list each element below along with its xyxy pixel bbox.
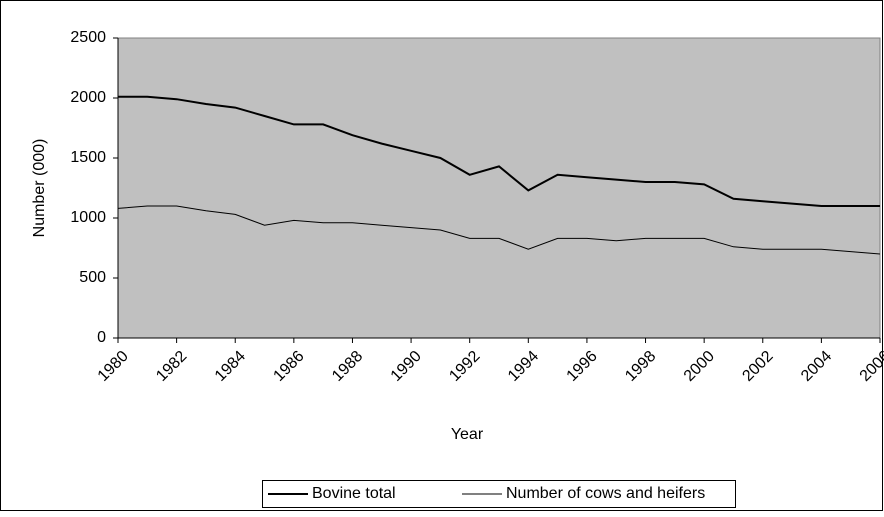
x-axis-label: Year <box>451 426 484 443</box>
y-tick-label: 1500 <box>70 149 106 166</box>
y-axis-label: Number (000) <box>31 139 48 238</box>
y-tick-label: 1000 <box>70 209 106 226</box>
data-line <box>117 205 881 255</box>
legend-label: Number of cows and heifers <box>506 485 705 502</box>
y-tick-label: 500 <box>79 269 106 286</box>
plot-area <box>117 37 881 339</box>
data-line <box>118 95 880 207</box>
y-tick-label: 0 <box>97 329 106 346</box>
y-tick-label: 2000 <box>70 89 106 106</box>
legend-label: Bovine total <box>312 485 396 502</box>
y-tick-label: 2500 <box>70 29 106 46</box>
